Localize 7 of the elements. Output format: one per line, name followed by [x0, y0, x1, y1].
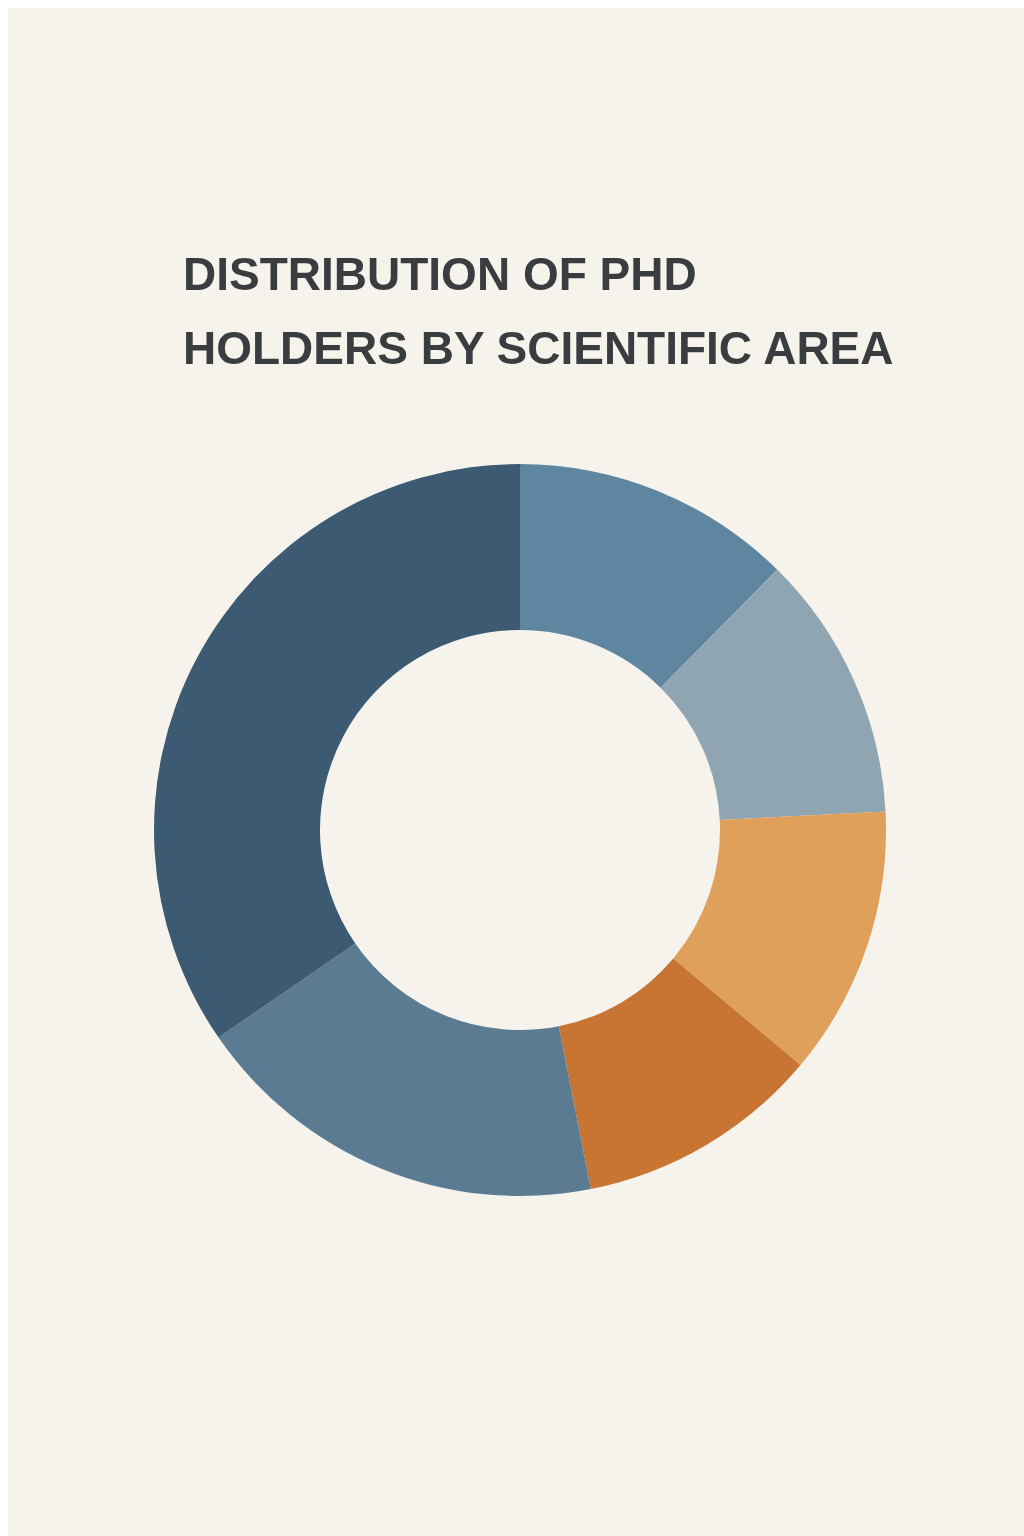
chart-title: DISTRIBUTION OF PHD HOLDERS BY SCIENTIFIC AREA: [183, 248, 894, 374]
donut-slice: [520, 464, 778, 688]
donut-slice: [558, 958, 801, 1190]
donut-slice: [154, 464, 520, 1038]
donut-slice: [673, 811, 886, 1066]
donut-slice: [218, 943, 591, 1196]
donut-slice: [660, 569, 886, 820]
